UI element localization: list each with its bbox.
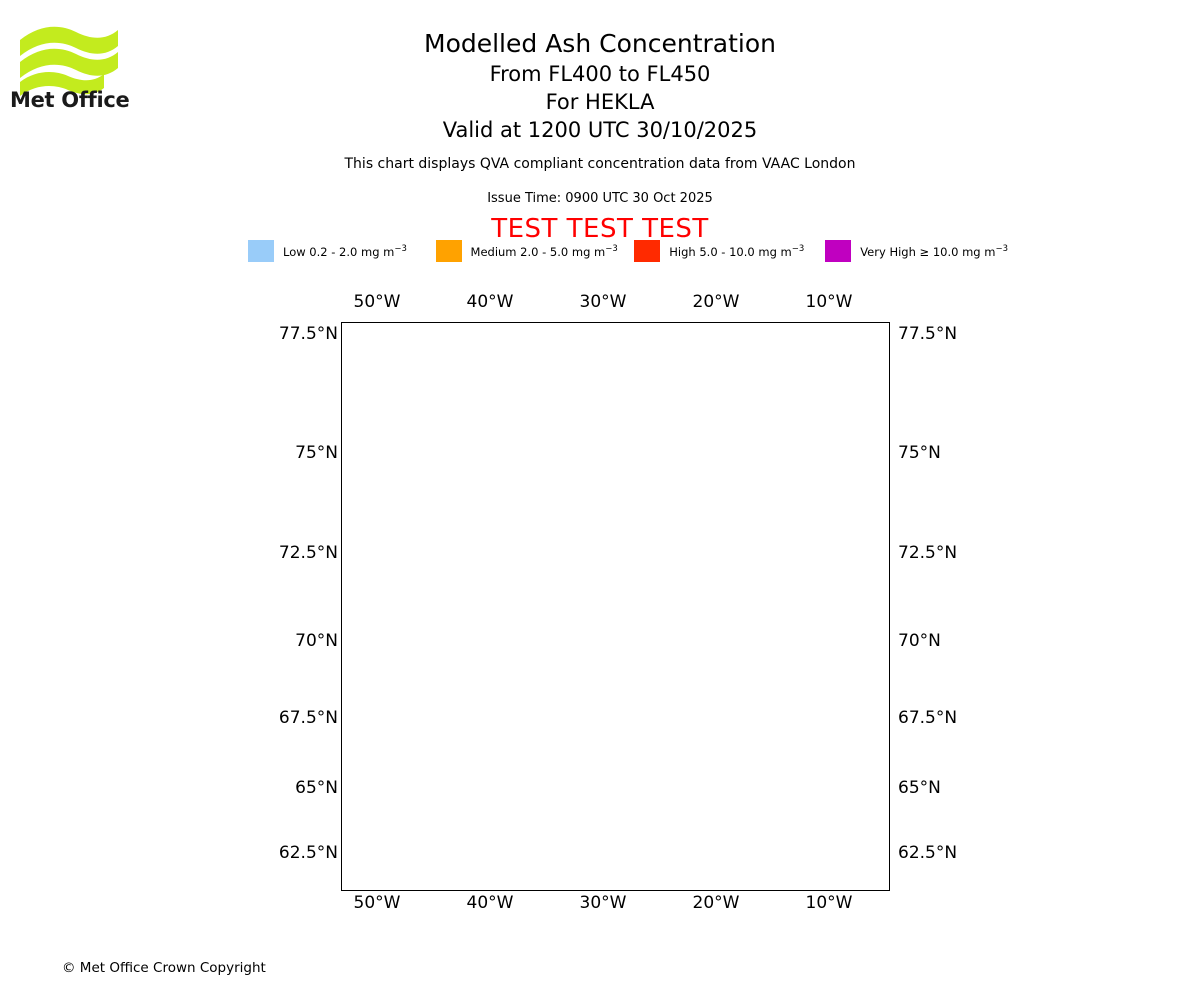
y-tick-right-70n: 70°N	[898, 631, 941, 651]
ash-concentration-map[interactable]	[341, 322, 890, 891]
x-tick-bottom-10w: 10°W	[805, 893, 853, 913]
concentration-legend: Low 0.2 - 2.0 mg m−3 Medium 2.0 - 5.0 mg…	[248, 239, 1008, 263]
y-tick-left-65n: 65°N	[295, 778, 338, 798]
met-office-wordmark: Met Office	[10, 88, 130, 112]
x-tick-top-30w: 30°W	[579, 292, 627, 312]
legend-swatch-high	[634, 240, 661, 262]
x-tick-top-40w: 40°W	[466, 292, 514, 312]
test-watermark: TEST TEST TEST	[491, 214, 709, 244]
title-line-3: For HEKLA	[545, 90, 655, 114]
legend-label-high: High 5.0 - 10.0 mg m−3	[669, 243, 805, 259]
legend-label-low: Low 0.2 - 2.0 mg m−3	[283, 243, 407, 259]
y-tick-right-65n: 65°N	[898, 778, 941, 798]
title-line-4: Valid at 1200 UTC 30/10/2025	[442, 118, 758, 142]
y-tick-left-725n: 72.5°N	[278, 543, 338, 563]
y-tick-right-775n: 77.5°N	[898, 324, 958, 344]
y-tick-right-675n: 67.5°N	[898, 708, 958, 728]
legend-swatch-very-high	[825, 240, 852, 262]
y-tick-right-625n: 62.5°N	[898, 843, 958, 863]
y-tick-left-675n: 67.5°N	[278, 708, 338, 728]
legend-label-medium: Medium 2.0 - 5.0 mg m−3	[470, 243, 618, 259]
legend-item-high: High 5.0 - 10.0 mg m−3	[634, 240, 804, 262]
chart-title-block: Modelled Ash Concentration From FL400 to…	[0, 28, 1200, 144]
legend-item-medium: Medium 2.0 - 5.0 mg m−3	[435, 240, 618, 262]
x-tick-top-50w: 50°W	[353, 292, 401, 312]
met-office-logo	[10, 18, 200, 118]
y-tick-right-75n: 75°N	[898, 443, 941, 463]
x-tick-bottom-30w: 30°W	[579, 893, 627, 913]
title-line-2: From FL400 to FL450	[489, 62, 711, 86]
y-tick-left-625n: 62.5°N	[278, 843, 338, 863]
legend-swatch-low	[248, 240, 274, 262]
copyright-notice: © Met Office Crown Copyright	[62, 960, 266, 976]
map-frame	[341, 322, 890, 891]
title-line-1: Modelled Ash Concentration	[424, 29, 776, 58]
y-tick-left-775n: 77.5°N	[278, 324, 338, 344]
y-tick-left-70n: 70°N	[295, 631, 338, 651]
y-tick-right-725n: 72.5°N	[898, 543, 958, 563]
issue-time-note: Issue Time: 0900 UTC 30 Oct 2025	[487, 191, 713, 206]
legend-item-very-high: Very High ≥ 10.0 mg m−3	[825, 240, 1008, 262]
legend-item-low: Low 0.2 - 2.0 mg m−3	[248, 240, 407, 262]
x-tick-bottom-20w: 20°W	[692, 893, 740, 913]
legend-swatch-medium	[435, 240, 462, 262]
x-tick-bottom-50w: 50°W	[353, 893, 401, 913]
data-source-note: This chart displays QVA compliant concen…	[344, 156, 856, 172]
legend-label-very-high: Very High ≥ 10.0 mg m−3	[860, 243, 1008, 259]
x-tick-top-10w: 10°W	[805, 292, 853, 312]
x-tick-bottom-40w: 40°W	[466, 893, 514, 913]
y-tick-left-75n: 75°N	[295, 443, 338, 463]
x-tick-top-20w: 20°W	[692, 292, 740, 312]
